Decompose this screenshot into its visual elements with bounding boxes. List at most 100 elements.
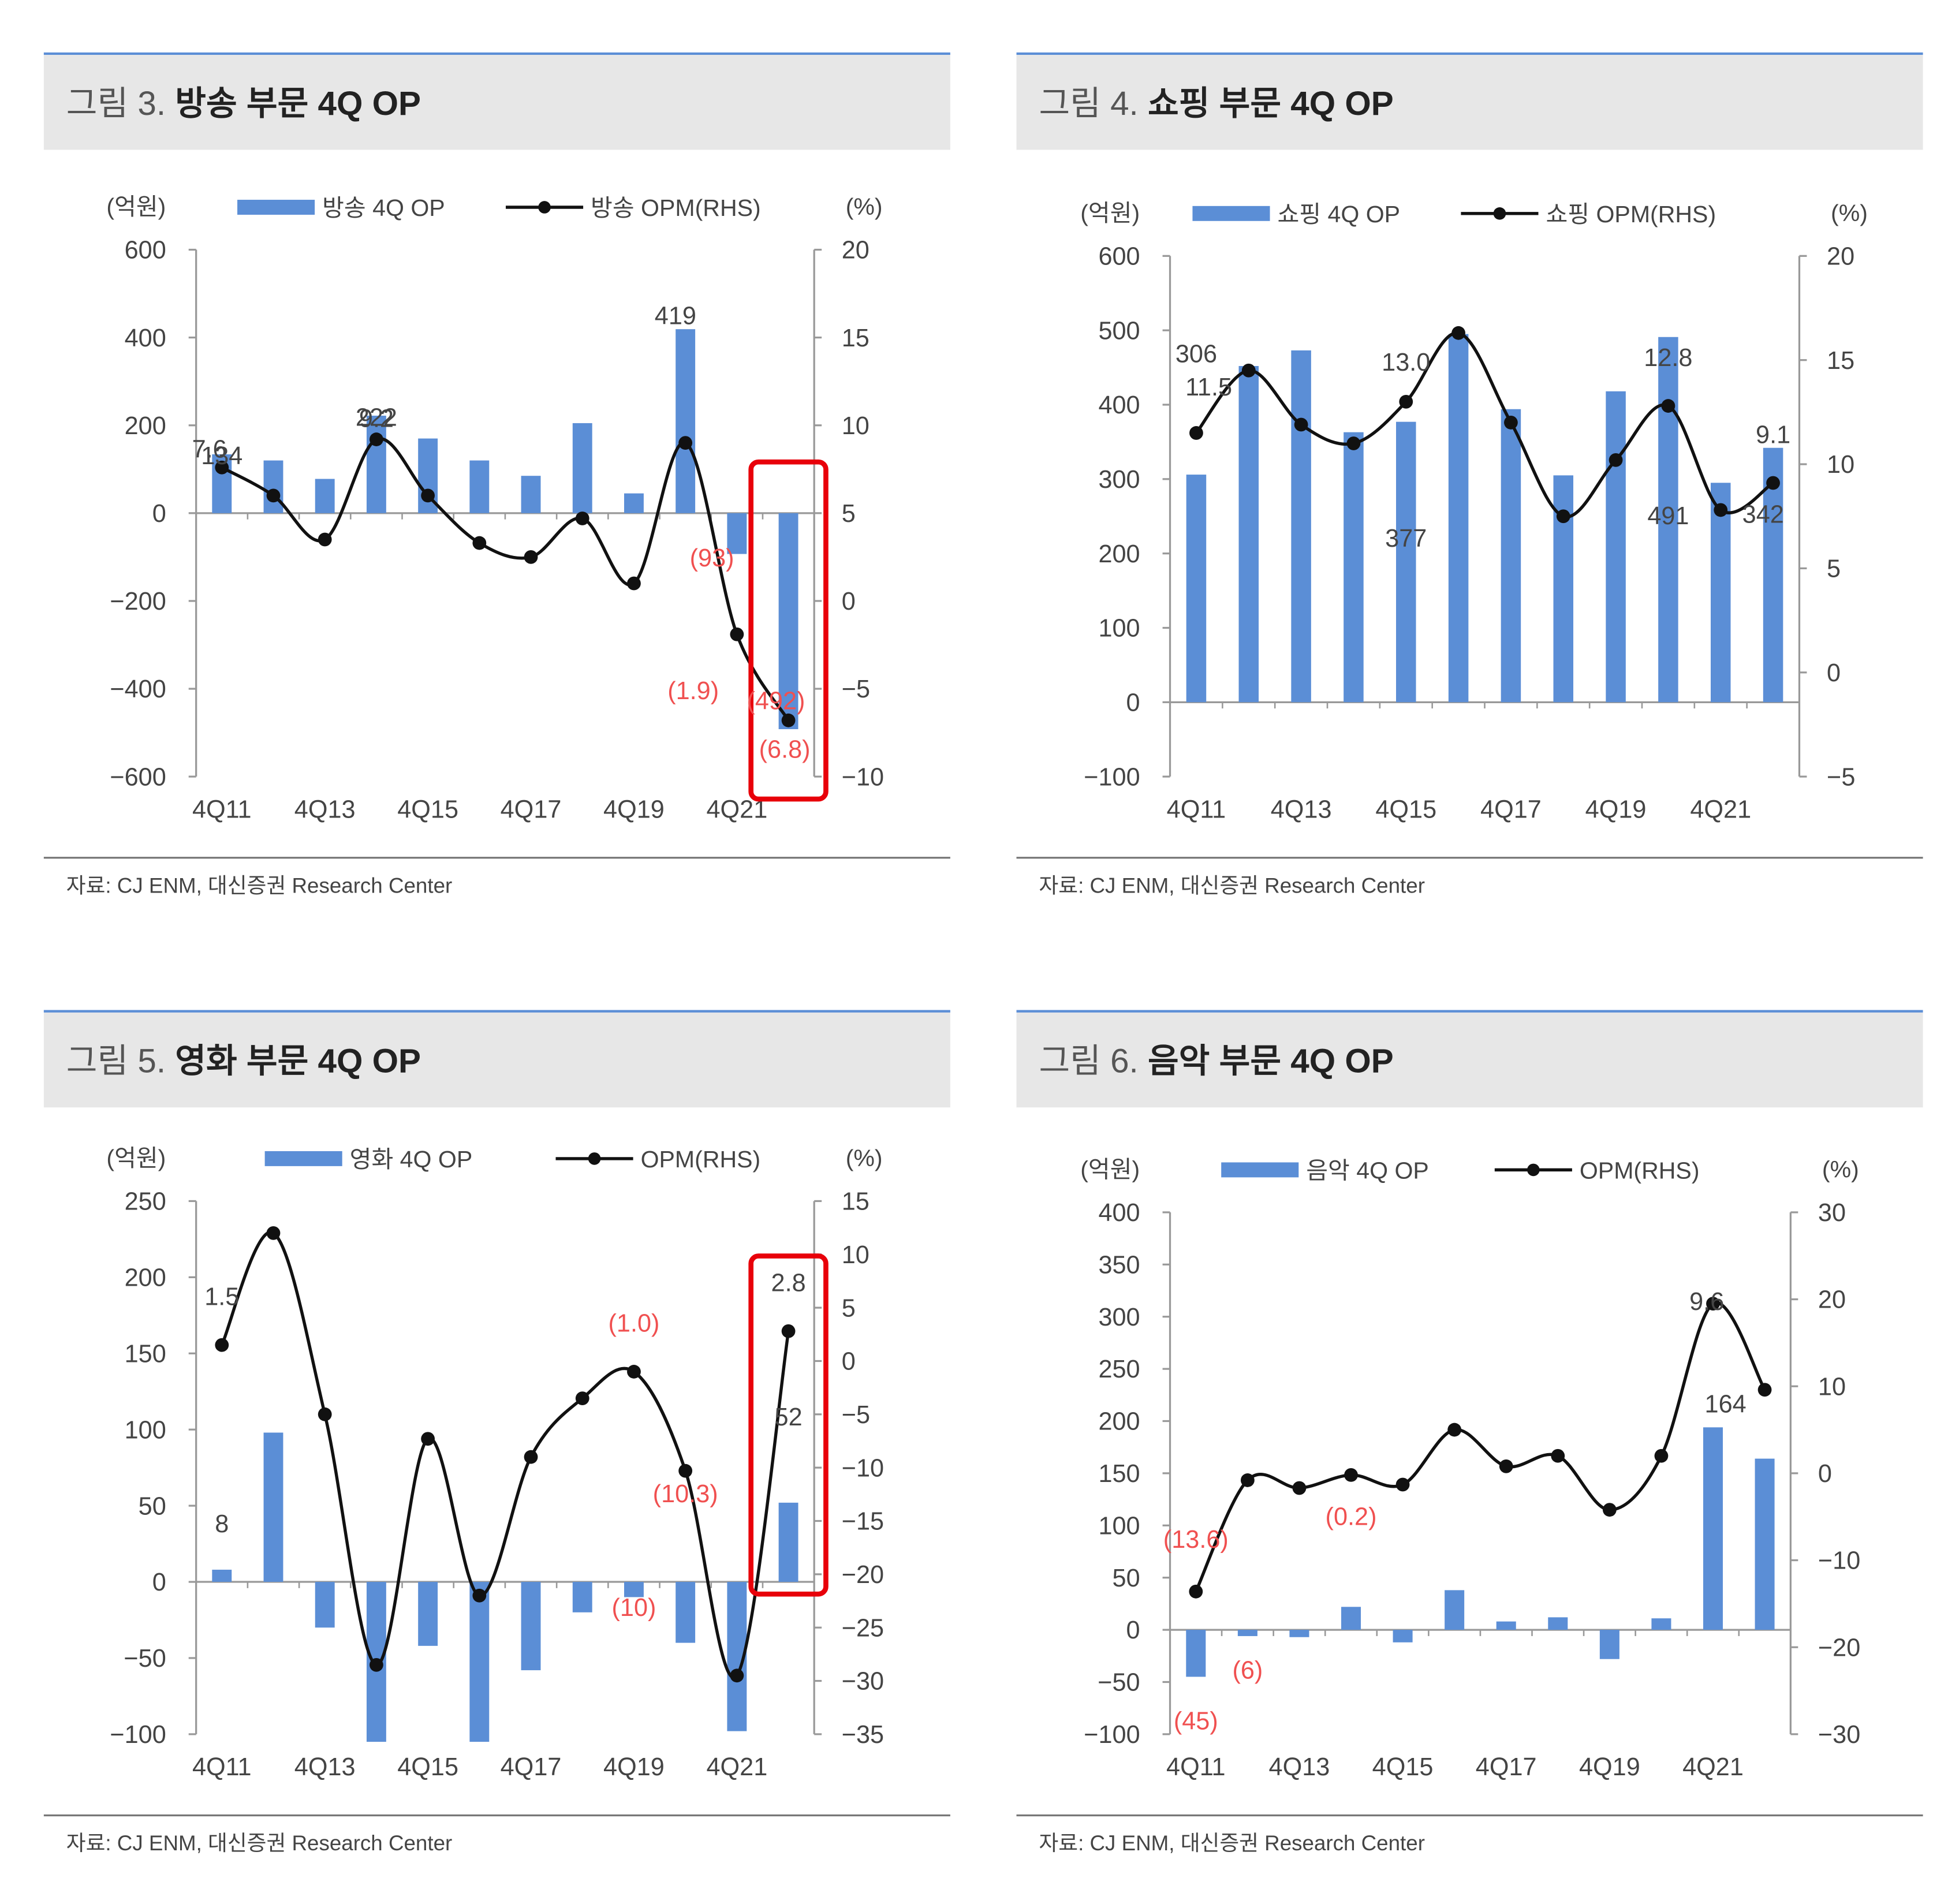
opm-point-4Q16	[472, 536, 487, 550]
bar-4Q11	[1186, 475, 1207, 703]
left-tick-label: 200	[125, 1264, 166, 1292]
x-tick-label: 4Q11	[1166, 1753, 1226, 1781]
opm-point-4Q17	[1499, 1459, 1513, 1473]
legend-line-label: 쇼핑 OPM(RHS)	[1546, 201, 1716, 227]
data-label: (10)	[611, 1594, 656, 1622]
opm-point-4Q17	[524, 550, 538, 564]
data-label: (10.3)	[653, 1480, 718, 1508]
left-tick-label: 0	[152, 1569, 166, 1596]
bar-4Q18	[1548, 1617, 1568, 1630]
x-tick-label: 4Q15	[1375, 796, 1436, 824]
right-tick-label: −10	[842, 1454, 884, 1482]
x-tick-label: 4Q19	[1585, 796, 1647, 824]
bar-4Q20	[1651, 1618, 1671, 1630]
title-bar	[1016, 55, 1923, 150]
data-label: 8	[215, 1510, 229, 1538]
data-label: 377	[1385, 525, 1427, 552]
data-label: 9.6	[1689, 1288, 1724, 1316]
right-tick-label: −30	[842, 1668, 884, 1696]
opm-point-4Q11	[215, 460, 229, 475]
opm-point-4Q13	[318, 1407, 332, 1421]
right-tick-label: −5	[842, 675, 870, 703]
left-tick-label: 100	[1098, 1512, 1140, 1540]
data-label: 9.1	[1756, 421, 1790, 449]
data-label: (0.2)	[1326, 1503, 1377, 1530]
bar-4Q12	[263, 1432, 283, 1582]
opm-point-4Q18	[575, 1391, 589, 1406]
chart-panel-2: 그림 4. 쇼핑 부문 4Q OP (억원) (%) 쇼핑 4Q OP 쇼핑 OPM(R…	[1016, 52, 1923, 897]
bar-4Q16	[1445, 1590, 1465, 1630]
opm-point-4Q22	[781, 713, 796, 727]
opm-point-4Q22	[1766, 476, 1780, 490]
bar-4Q13	[315, 1582, 335, 1628]
data-label: 52	[775, 1403, 803, 1431]
legend-bar-label: 음악 4Q OP	[1306, 1158, 1429, 1184]
bar-4Q13	[315, 479, 335, 513]
right-tick-label: −20	[1818, 1634, 1860, 1662]
data-label: (93)	[690, 544, 734, 572]
right-tick-label: 15	[842, 324, 869, 352]
chart-panel-1: 그림 3. 방송 부문 4Q OP (억원) (%) 방송 4Q OP 방송 OPM(R…	[43, 52, 950, 897]
right-tick-label: 15	[842, 1188, 869, 1216]
legend-line-label: OPM(RHS)	[1580, 1158, 1700, 1184]
bar-4Q22	[778, 1502, 798, 1582]
figure-title: 방송 부문 4Q OP	[175, 85, 421, 122]
bar-4Q21	[727, 513, 747, 554]
left-tick-label: 50	[1113, 1565, 1140, 1592]
data-label: (1.0)	[608, 1310, 659, 1338]
x-tick-label: 4Q13	[294, 796, 356, 824]
opm-point-4Q15	[421, 488, 435, 503]
left-axis-unit: (억원)	[106, 1145, 166, 1171]
right-tick-label: 10	[842, 412, 869, 440]
bar-4Q18	[572, 423, 592, 513]
bar-4Q19	[1599, 1630, 1619, 1659]
bar-4Q20	[1658, 337, 1678, 703]
opm-point-4Q19	[1609, 453, 1623, 467]
opm-line	[1195, 331, 1774, 518]
right-tick-label: 10	[1827, 451, 1854, 479]
opm-point-4Q15	[1399, 394, 1413, 409]
left-axis-unit: (억원)	[1080, 200, 1140, 226]
figure-number: 그림 5.	[66, 1043, 176, 1080]
opm-point-4Q12	[266, 1226, 281, 1240]
figure-title: 영화 부문 4Q OP	[175, 1043, 421, 1080]
right-tick-label: 10	[1818, 1373, 1846, 1401]
left-tick-label: 150	[1098, 1460, 1140, 1488]
opm-point-4Q16	[472, 1588, 487, 1603]
opm-point-4Q11	[1189, 1584, 1203, 1599]
data-label: 306	[1175, 340, 1217, 368]
right-axis-unit: (%)	[1822, 1156, 1859, 1182]
figure-heading: 그림 6. 음악 부문 4Q OP	[1039, 1043, 1393, 1080]
right-tick-label: 0	[842, 588, 856, 615]
right-tick-label: 0	[842, 1348, 856, 1376]
title-bar	[43, 1012, 950, 1108]
legend-line-marker	[1493, 207, 1506, 220]
bar-4Q15	[1396, 421, 1416, 703]
opm-point-4Q21	[730, 1668, 744, 1683]
opm-point-4Q19	[627, 1365, 641, 1379]
legend-line-marker	[538, 201, 551, 214]
left-tick-label: −50	[124, 1645, 166, 1672]
opm-line	[220, 1230, 790, 1679]
bar-4Q17	[1496, 1621, 1516, 1630]
left-tick-label: 500	[1098, 317, 1140, 345]
right-tick-label: 20	[842, 237, 869, 264]
left-tick-label: 150	[125, 1340, 166, 1368]
left-tick-label: 0	[1126, 689, 1140, 716]
data-label: (492)	[747, 687, 805, 715]
opm-point-4Q20	[678, 436, 693, 450]
figure-number: 그림 4.	[1039, 85, 1148, 122]
opm-point-4Q14	[1344, 1468, 1358, 1482]
bar-4Q14	[1344, 432, 1364, 703]
opm-point-4Q15	[421, 1432, 435, 1446]
legend-bar-label: 영화 4Q OP	[350, 1146, 473, 1173]
data-label: (45)	[1174, 1707, 1218, 1735]
data-label: (13.6)	[1163, 1526, 1229, 1554]
right-tick-label: 0	[1818, 1460, 1832, 1488]
x-tick-label: 4Q19	[603, 1753, 665, 1781]
bar-4Q17	[521, 1582, 541, 1671]
bar-4Q19	[624, 1582, 644, 1597]
opm-point-4Q20	[1661, 399, 1675, 413]
data-label: 1.5	[204, 1283, 239, 1311]
data-label: 342	[1742, 501, 1784, 528]
